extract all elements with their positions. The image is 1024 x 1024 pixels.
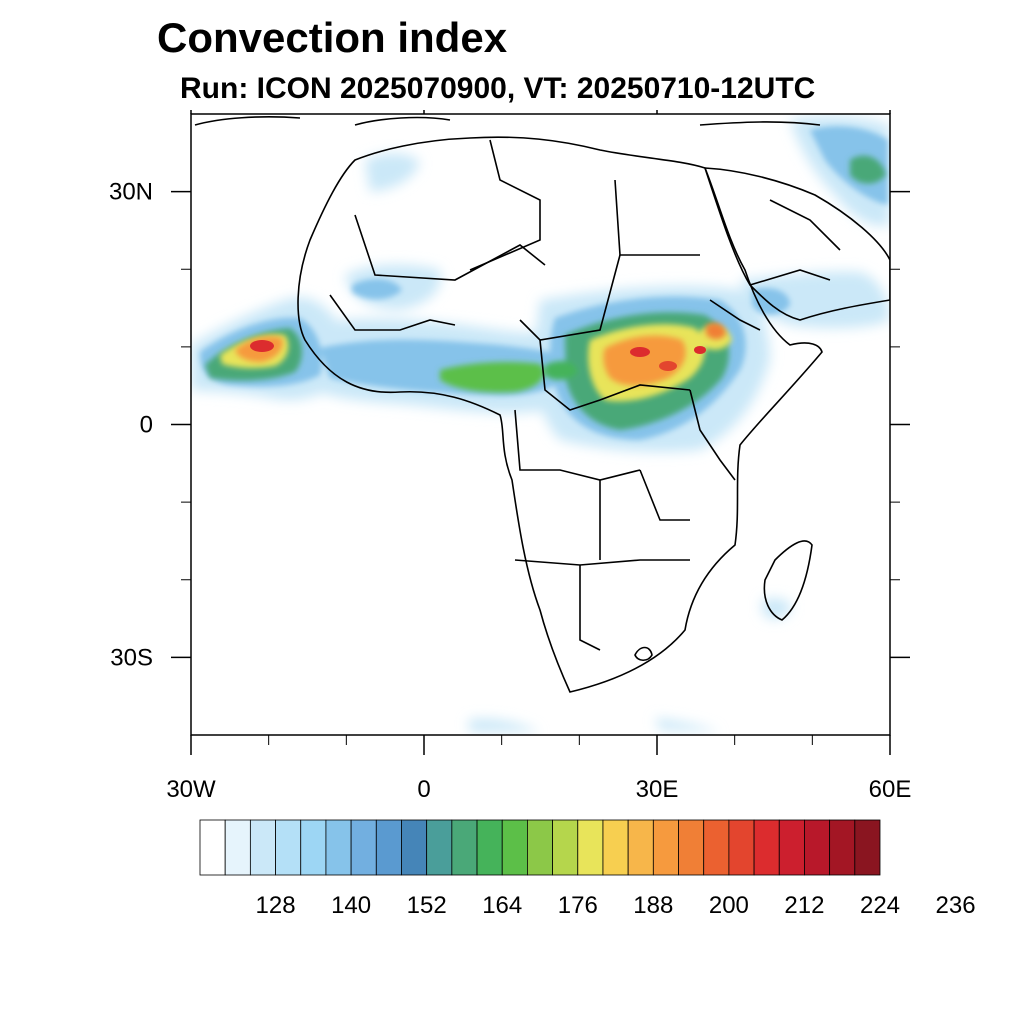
egypt-border (614, 179, 700, 256)
colorbar-swatch (753, 819, 780, 876)
map-axes: 30W 0 30E 60E 30N 0 30S (109, 110, 911, 803)
colorbar-swatch (401, 819, 428, 876)
colorbar: 128 140 152 164 176 188 200 212 224 236 (199, 819, 976, 919)
y-tick-label: 30S (110, 644, 153, 671)
madagascar-coastline (763, 540, 813, 621)
central-border (539, 339, 691, 411)
colorbar-swatch (501, 819, 528, 876)
iberia-coast (194, 116, 301, 126)
colorbar-label: 212 (784, 892, 824, 919)
red-core-west-atlantic (250, 340, 274, 352)
region-madagascar (762, 598, 792, 620)
lesotho-border (634, 646, 653, 662)
colorbar-label: 164 (482, 892, 522, 919)
africa-coastline (297, 136, 823, 693)
map-subtitle: Run: ICON 2025070900, VT: 20250710-12UTC (180, 72, 816, 105)
arabia-border-2 (769, 199, 841, 251)
colorbar-swatch (804, 819, 831, 876)
red-core-layer (250, 340, 706, 371)
colorbar-swatch (426, 819, 453, 876)
region-southern-ocean-1 (468, 718, 540, 732)
west-africa-border (329, 294, 456, 331)
southern-border-2 (579, 565, 601, 651)
colorbar-swatch (476, 819, 503, 876)
x-tick-label: 30W (166, 776, 216, 803)
colorbar-swatch (350, 819, 377, 876)
colorbar-label: 188 (633, 892, 673, 919)
y-tick-label: 0 (140, 412, 153, 439)
colorbar-swatch (275, 819, 302, 876)
colorbar-swatch (300, 819, 327, 876)
colorbar-swatch (224, 819, 251, 876)
red-core-sudan-1 (630, 347, 650, 357)
colorbar-label: 152 (407, 892, 447, 919)
x-tick-label: 0 (417, 776, 430, 803)
colorbar-swatch (728, 819, 755, 876)
mediterranean-coast (354, 116, 451, 126)
colorbar-swatch (678, 819, 705, 876)
colorbar-swatch (527, 819, 553, 876)
sahel-border (354, 214, 546, 281)
red-core-sudan-2 (659, 361, 677, 371)
colorbar-swatch (829, 819, 856, 876)
colorbar-label: 140 (331, 892, 371, 919)
colorbar-swatch (375, 819, 402, 876)
levant-coast (699, 121, 821, 126)
east-africa-border (689, 389, 736, 481)
convection-field (191, 116, 890, 732)
north-border-line (469, 139, 541, 271)
colorbar-swatch (249, 819, 276, 876)
colorbar-swatch (778, 819, 805, 876)
region-southern-ocean-2 (655, 718, 720, 732)
colorbar-label: 224 (860, 892, 900, 919)
colorbar-label: 176 (558, 892, 598, 919)
southern-border-1 (514, 559, 690, 566)
region-algeria-morocco (365, 153, 420, 192)
colorbar-swatch (627, 819, 654, 876)
y-tick-label: 30N (109, 179, 153, 206)
sudan-border (519, 254, 621, 341)
map-title: Convection index (157, 14, 508, 61)
colorbar-swatch (703, 819, 730, 876)
colorbar-swatch (854, 819, 881, 876)
colorbar-swatch (199, 819, 226, 876)
red-core-ethiopia (694, 346, 706, 354)
colorbar-swatch (451, 819, 478, 876)
colorbar-label: 128 (256, 892, 296, 919)
colorbar-label: 236 (936, 892, 976, 919)
colorbar-swatch (325, 819, 352, 876)
colorbar-swatch (602, 819, 629, 876)
congo-border (514, 409, 641, 481)
x-tick-label: 30E (636, 776, 679, 803)
colorbar-swatch (552, 819, 579, 876)
colorbar-label: 200 (709, 892, 749, 919)
arabia-coastline (703, 167, 890, 321)
colorbar-swatch (652, 819, 679, 876)
region-arabia-aden (740, 271, 890, 329)
arabia-border-1 (749, 269, 831, 286)
southern-border-4 (639, 469, 690, 521)
x-tick-label: 60E (869, 776, 912, 803)
coastlines-and-borders (194, 116, 890, 693)
horn-border (709, 299, 761, 331)
colorbar-swatch (577, 819, 604, 876)
